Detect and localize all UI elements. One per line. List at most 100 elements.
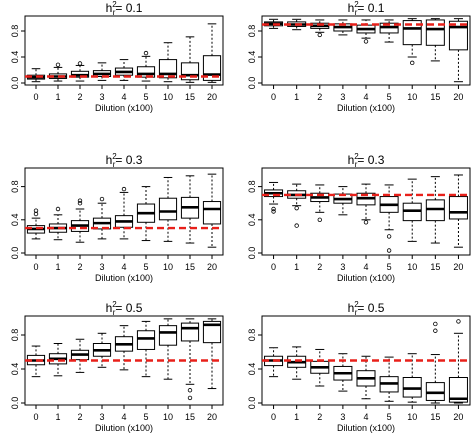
title-sup: 2	[112, 300, 117, 309]
x-axis-label: Dilution (x100)	[337, 103, 395, 113]
title-sub: r	[355, 8, 358, 17]
x-tick-label: 1	[55, 92, 60, 102]
outlier-point	[294, 205, 299, 211]
box-iqr	[136, 330, 156, 350]
outlier-point	[386, 248, 392, 253]
outlier-point	[271, 209, 276, 214]
box-2	[310, 184, 330, 222]
x-tick-label: 4	[121, 262, 126, 272]
x-tick-label: 2	[77, 412, 82, 422]
x-tick-label: 4	[363, 412, 368, 422]
y-tick-label: 0.0	[247, 77, 257, 90]
box-5	[379, 184, 399, 253]
y-tick-label: 0.0	[247, 247, 257, 260]
box-2	[310, 19, 330, 38]
box-iqr	[402, 20, 422, 46]
x-tick-label: 20	[207, 412, 217, 422]
box-20	[448, 174, 468, 248]
panel-title: h2 r= 0.5	[106, 300, 143, 317]
box-2	[310, 348, 330, 387]
x-tick-label: 15	[185, 92, 195, 102]
x-tick-label: 3	[340, 92, 345, 102]
title-sub: r	[113, 160, 116, 169]
x-tick-label: 4	[121, 412, 126, 422]
y-tick-label: 0.4	[247, 363, 257, 376]
box-1	[48, 62, 68, 82]
x-tick-label: 15	[185, 262, 195, 272]
box-iqr	[180, 322, 200, 342]
box-4	[114, 325, 134, 371]
title-sub: r	[113, 308, 116, 317]
outlier-point	[410, 60, 415, 66]
x-tick-label: 1	[55, 262, 60, 272]
outlier-point	[77, 61, 83, 66]
x-tick-label: 0	[33, 412, 38, 422]
title-sup: 2	[354, 300, 359, 309]
x-tick-label: 1	[294, 262, 299, 272]
outlier-point	[77, 198, 83, 203]
x-tick-label: 1	[294, 412, 299, 422]
outlier-point	[433, 328, 438, 333]
title-main: h	[348, 153, 355, 167]
panel-title: h2 r= 0.3	[348, 152, 385, 169]
box-iqr	[202, 201, 222, 225]
title-sub: r	[355, 160, 358, 169]
x-tick-label: 20	[453, 262, 463, 272]
panel-title: h2 r= 0.1	[106, 0, 143, 17]
y-tick-label: 0.8	[10, 25, 20, 38]
box-10	[402, 178, 422, 242]
y-tick-label: 0.4	[10, 363, 20, 376]
y-tick-label: 0.8	[10, 180, 20, 193]
box-15	[425, 18, 445, 62]
x-tick-label: 20	[453, 412, 463, 422]
box-15	[425, 176, 445, 244]
title-sup: 2	[112, 0, 117, 9]
box-10	[158, 176, 178, 242]
box-2	[70, 61, 90, 82]
box-1	[287, 346, 307, 380]
y-tick-label: 0.4	[10, 51, 20, 64]
box-iqr	[425, 19, 445, 46]
x-tick-label: 1	[294, 92, 299, 102]
x-tick-label: 10	[163, 262, 173, 272]
x-tick-label: 1	[55, 412, 60, 422]
x-tick-label: 4	[121, 92, 126, 102]
outlier-point	[77, 200, 83, 206]
box-1	[287, 183, 307, 228]
x-tick-label: 0	[33, 92, 38, 102]
x-tick-label: 3	[99, 262, 104, 272]
title-sub: r	[113, 8, 116, 17]
box-20	[448, 319, 468, 404]
x-axis-label: Dilution (x100)	[95, 423, 153, 433]
box-10	[158, 42, 178, 83]
x-tick-label: 5	[387, 92, 392, 102]
outlier-point	[55, 206, 61, 212]
title-main: h	[106, 153, 113, 167]
x-axis-label: Dilution (x100)	[337, 273, 395, 283]
box-20	[448, 18, 468, 83]
x-tick-label: 3	[340, 412, 345, 422]
box-20	[202, 173, 222, 248]
x-tick-label: 20	[453, 92, 463, 102]
y-tick-label: 0.8	[247, 180, 257, 193]
box-5	[136, 50, 156, 82]
x-tick-label: 0	[271, 92, 276, 102]
x-tick-label: 0	[33, 262, 38, 272]
outlier-point	[143, 50, 149, 56]
x-tick-label: 2	[77, 262, 82, 272]
panel-title: h2 r= 0.1	[348, 0, 385, 17]
outlier-point	[317, 217, 322, 222]
y-tick-label: 0.0	[10, 247, 20, 260]
box-0	[26, 68, 46, 83]
box-iqr	[202, 320, 222, 344]
x-tick-label: 5	[387, 412, 392, 422]
x-tick-label: 3	[99, 92, 104, 102]
outlier-point	[386, 234, 392, 239]
outlier-point	[317, 32, 322, 38]
outlier-point	[433, 321, 438, 327]
outlier-point	[55, 62, 61, 68]
